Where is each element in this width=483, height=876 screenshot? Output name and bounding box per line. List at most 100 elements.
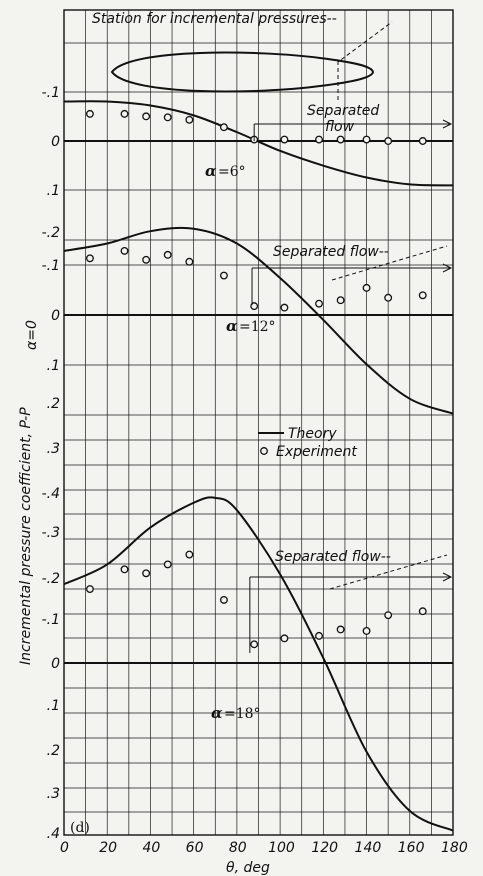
svg-text:=18°: =18° [224, 706, 261, 722]
data-layer [63, 100, 454, 832]
separation-arrowhead-1 [442, 119, 453, 129]
experiment-point-2-13 [418, 291, 427, 300]
y-tick-label: .1 [47, 358, 60, 374]
experiment-point-3-6 [219, 595, 228, 604]
y-tick-label: -.1 [42, 85, 60, 101]
separated-label-1b: flow [325, 119, 355, 135]
legend-experiment-marker [260, 447, 268, 455]
experiment-point-1-5 [185, 115, 194, 124]
alpha-label-2: α =12° [226, 317, 276, 335]
experiment-point-1-3 [142, 112, 151, 121]
separated-label-2: Separated flow-- [273, 244, 389, 260]
experiment-point-1-6 [219, 123, 228, 132]
legend-experiment-label: Experiment [276, 444, 357, 460]
experiment-point-1-9 [315, 135, 323, 144]
separation-leader-3 [329, 554, 448, 590]
legend-theory-label: Theory [288, 426, 337, 442]
x-tick-label: 40 [142, 840, 160, 856]
experiment-point-3-3 [142, 569, 151, 578]
y-tick-label: .3 [47, 786, 60, 802]
alpha-label-3: α =18° [211, 704, 261, 722]
plot-frame [63, 9, 454, 836]
x-tick-label: 20 [99, 840, 117, 856]
y-tick-label: -.4 [42, 486, 60, 502]
x-axis-label: θ, deg [226, 860, 270, 876]
x-tick-label: 60 [186, 840, 204, 856]
alpha-label-1: α =6° [205, 162, 246, 180]
experiment-point-2-3 [142, 255, 151, 264]
theory-curve-2 [63, 226, 454, 415]
experiment-point-1-1 [85, 109, 94, 118]
svg-text:θ, deg: θ, deg [226, 860, 270, 876]
y-tick-label: .4 [47, 826, 60, 842]
y-tick-label: 0 [51, 656, 60, 672]
experiment-point-2-4 [163, 250, 172, 259]
experiment-point-3-12 [384, 611, 393, 620]
y-tick-label: -.1 [42, 612, 60, 628]
airfoil-shape [110, 51, 375, 93]
y-tick-label: -.1 [42, 258, 60, 274]
experiment-point-3-5 [185, 550, 194, 559]
experiment-point-1-12 [384, 137, 393, 145]
svg-text:Incremental pressure coefficie: Incremental pressure coefficient, P-P [18, 407, 34, 665]
experiment-point-1-13 [418, 137, 427, 145]
svg-text:α=0: α=0 [24, 320, 40, 350]
experiment-point-3-8 [280, 634, 289, 643]
y-tick-label: .3 [47, 441, 60, 457]
y-tick-label: -.2 [42, 571, 61, 587]
experiment-point-3-13 [418, 607, 427, 616]
experiment-point-3-2 [120, 565, 129, 574]
y-tick-label: .1 [47, 183, 60, 199]
y-tick-label: .1 [47, 698, 60, 714]
x-tick-label: 180 [441, 840, 468, 856]
experiment-point-2-11 [362, 283, 371, 292]
svg-text:=6°: =6° [218, 164, 246, 180]
experiment-point-1-8 [280, 135, 289, 144]
theory-curve-1 [63, 100, 454, 187]
svg-text:α: α [211, 704, 223, 722]
experiment-point-3-9 [315, 631, 323, 640]
experiment-point-2-1 [85, 254, 94, 263]
experiment-point-3-11 [362, 627, 371, 635]
experiment-point-2-9 [315, 299, 323, 308]
theory-curve-3 [63, 496, 454, 832]
experiment-point-1-2 [120, 109, 129, 118]
separation-leader-2 [331, 245, 448, 281]
experiment-point-1-10 [336, 135, 345, 144]
experiment-point-1-4 [163, 113, 172, 122]
x-tick-label: 100 [268, 840, 295, 856]
y-tick-label: -.3 [42, 525, 60, 541]
experiment-point-3-10 [336, 625, 345, 634]
experiment-point-3-4 [163, 560, 172, 569]
x-tick-label: 120 [311, 840, 338, 856]
y-tick-label: -.2 [42, 225, 61, 241]
experiment-point-3-1 [85, 585, 94, 593]
y-tick-label: .2 [47, 743, 60, 759]
experiment-point-1-11 [362, 135, 371, 144]
separated-label-1a: Separated [307, 103, 379, 119]
svg-text:α: α [205, 162, 217, 180]
x-tick-label: 0 [60, 840, 69, 856]
svg-text:α: α [226, 317, 238, 335]
experiment-point-2-2 [120, 246, 129, 255]
y-tick-label: .2 [47, 396, 60, 412]
y-axis-label: Incremental pressure coefficient, P-P α=… [18, 320, 40, 665]
station-label: Station for incremental pressures-- [92, 11, 337, 27]
experiment-point-2-10 [336, 296, 345, 305]
y-tick-label: 0 [51, 308, 60, 324]
experiment-point-2-5 [185, 257, 194, 266]
x-tick-label: 140 [355, 840, 382, 856]
ticks: 0 20 40 60 80 100 120 140 160 180 -.1 0 .1 -.2 -.1 0 .1.… [42, 85, 468, 856]
experiment-point-3-7 [250, 640, 259, 649]
experiment-point-2-7 [250, 302, 259, 311]
y-tick-label: 0 [51, 134, 60, 150]
station-leader-line [337, 21, 393, 100]
separation-arrowhead-2 [442, 263, 453, 273]
grid [64, 10, 453, 835]
x-tick-label: 80 [229, 840, 247, 856]
experiment-point-2-6 [219, 271, 228, 280]
separated-label-3: Separated flow-- [275, 549, 391, 565]
x-tick-label: 160 [398, 840, 425, 856]
separation-arrowhead-3 [442, 572, 453, 582]
